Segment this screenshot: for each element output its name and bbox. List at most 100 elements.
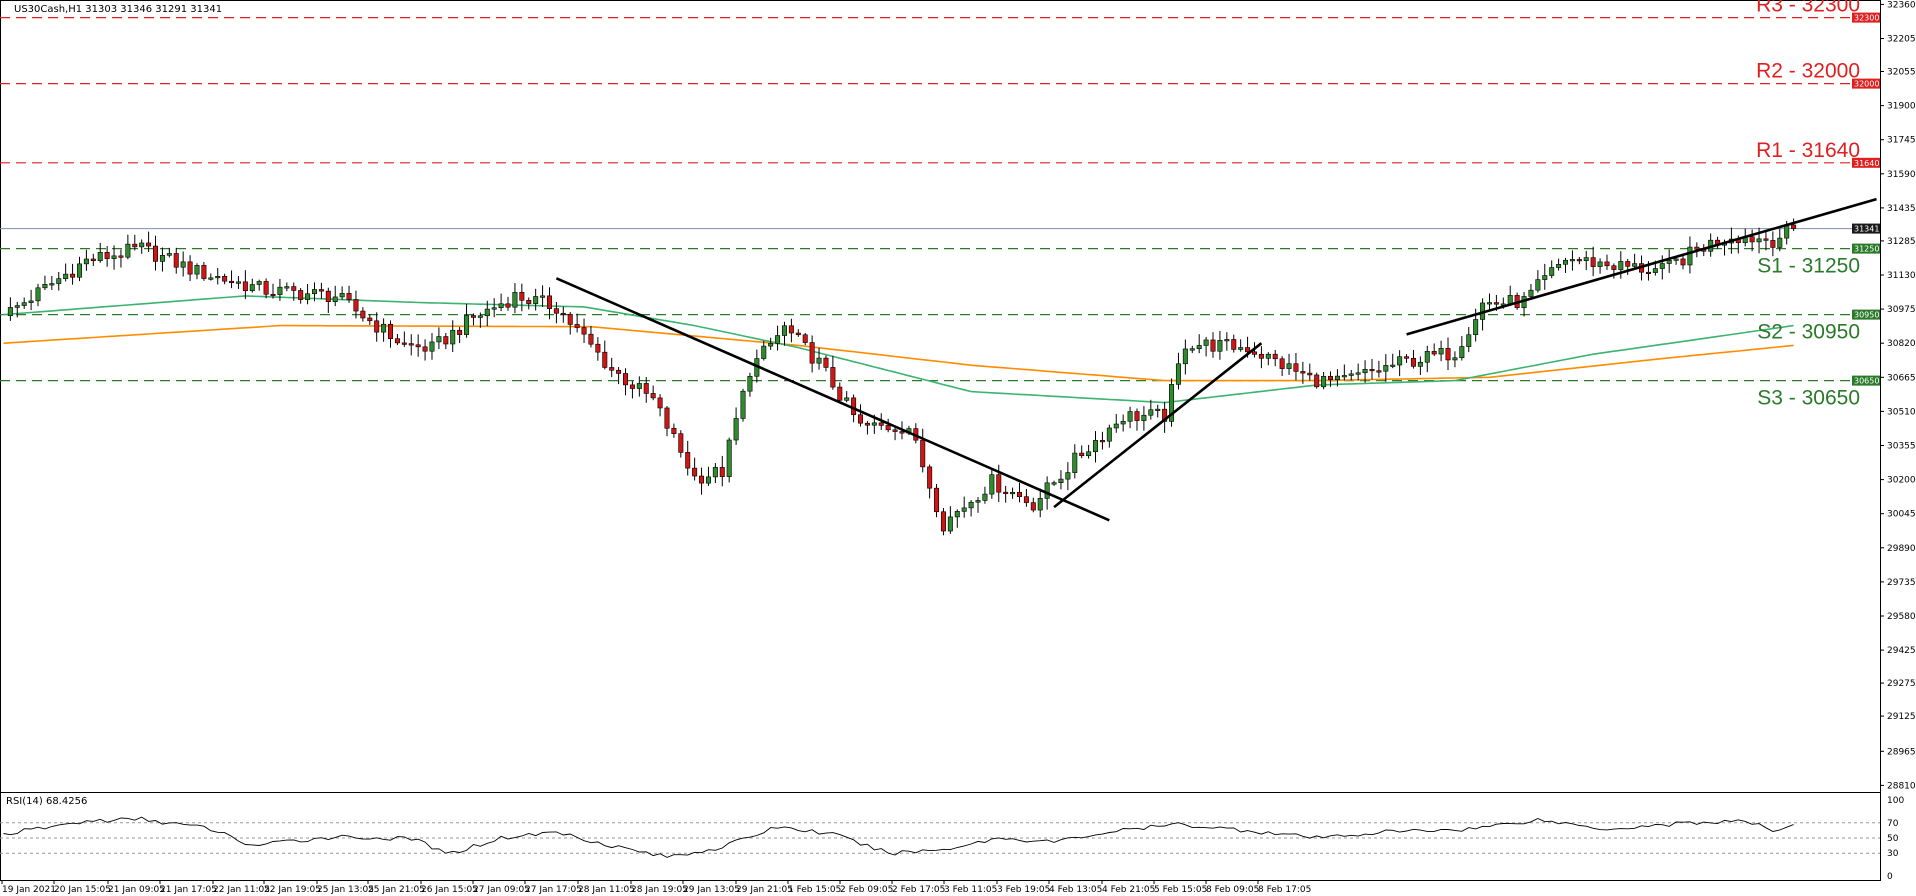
candle-body	[56, 278, 62, 284]
candle-body	[270, 293, 276, 297]
candle-body	[1127, 411, 1133, 422]
candle-body	[1673, 258, 1679, 261]
candle-body	[1590, 257, 1596, 267]
candle-body	[1749, 236, 1755, 243]
candle-body	[339, 293, 345, 298]
candle-body	[242, 281, 248, 292]
level-tag	[1852, 309, 1880, 320]
candle-body	[609, 367, 615, 371]
candle-body	[581, 327, 587, 335]
rsi-tick-label: 0	[1887, 872, 1893, 882]
candle-body	[996, 474, 1002, 493]
time-tick-label: 3 Feb 11:05	[944, 885, 997, 895]
candle-body	[864, 422, 870, 426]
candle-body	[332, 296, 338, 302]
candle-body	[1597, 261, 1603, 267]
candles-layer	[7, 218, 1797, 536]
candle-body	[284, 286, 290, 289]
candle-body	[1542, 275, 1548, 280]
candle-body	[781, 325, 787, 336]
price-axis: 28810 28965 29125 29275 29425 29580 29735 29890…	[1880, 0, 1916, 791]
time-tick-label: 28 Jan 19:05	[631, 885, 688, 895]
candle-body	[173, 253, 179, 268]
candle-body	[1604, 261, 1610, 267]
price-tick-label: 32360	[1887, 0, 1916, 10]
candle-body	[685, 452, 691, 469]
candle-body	[263, 281, 269, 295]
price-tick-label: 30510	[1887, 407, 1916, 417]
level-tag-value: 31250	[1854, 245, 1879, 254]
candle-body	[1030, 502, 1036, 511]
candle-body	[1493, 302, 1499, 305]
candle-body	[1618, 261, 1624, 270]
price-tick-label: 32205	[1887, 35, 1916, 45]
candle-body	[1314, 374, 1320, 388]
candle-body	[871, 422, 877, 426]
candle-body	[470, 315, 476, 318]
candle-body	[1175, 363, 1181, 385]
candle-body	[1279, 358, 1285, 369]
level-tag-value: 30950	[1854, 311, 1879, 320]
current-price-tag	[1852, 223, 1880, 234]
candle-body	[1238, 347, 1244, 350]
candle-body	[802, 334, 808, 343]
candle-body	[1694, 246, 1700, 250]
candle-body	[712, 467, 718, 478]
candle-body	[788, 325, 794, 334]
candle-body	[215, 276, 221, 279]
time-tick-label: 2 Feb 09:05	[840, 885, 893, 895]
candle-body	[450, 329, 456, 345]
candle-body	[1072, 452, 1078, 473]
candle-body	[975, 500, 981, 503]
price-tick-label: 29275	[1887, 679, 1916, 689]
candle-body	[484, 308, 490, 317]
candle-body	[1466, 334, 1472, 347]
time-tick-label: 1 Feb 15:05	[788, 885, 841, 895]
candle-body	[146, 242, 152, 247]
candle-body	[1576, 259, 1582, 262]
candle-body	[1756, 238, 1762, 243]
candle-body	[989, 474, 995, 495]
candle-body	[401, 342, 407, 345]
trendline	[1053, 342, 1263, 509]
candle-body	[595, 343, 601, 353]
candle-body	[1148, 409, 1154, 416]
time-tick-label: 27 Jan 09:05	[473, 885, 530, 895]
candle-body	[940, 511, 946, 532]
candle-body	[1106, 427, 1112, 442]
level-tag	[1852, 78, 1880, 89]
candle-body	[291, 286, 297, 291]
candle-body	[90, 258, 96, 262]
candle-body	[1189, 348, 1195, 351]
candle-body	[519, 292, 525, 301]
candle-body	[623, 373, 629, 386]
level-tag-value: 32000	[1854, 80, 1879, 89]
candle-body	[1258, 354, 1264, 359]
candle-body	[436, 336, 442, 343]
price-tick-label: 32055	[1887, 68, 1916, 78]
candle-body	[1010, 492, 1016, 495]
level-label: R2 - 32000	[1756, 60, 1860, 83]
candle-body	[457, 329, 463, 335]
price-tick-label: 30820	[1887, 339, 1916, 349]
candle-body	[111, 255, 117, 259]
rsi-tick-label: 30	[1887, 849, 1899, 859]
candle-body	[1182, 348, 1188, 365]
price-tick-label: 30665	[1887, 373, 1916, 383]
trendline	[555, 277, 1110, 522]
candle-body	[1583, 257, 1589, 261]
candle-body	[954, 511, 960, 518]
candle-body	[1341, 375, 1347, 378]
level-label: S2 - 30950	[1757, 321, 1860, 344]
candle-body	[837, 386, 843, 401]
time-tick-label: 4 Feb 21:05	[1102, 885, 1155, 895]
candle-body	[1383, 365, 1389, 372]
candle-body	[1065, 472, 1071, 480]
time-tick-label: 27 Jan 17:05	[525, 885, 582, 895]
candle-body	[512, 292, 518, 308]
candle-body	[858, 414, 864, 424]
candle-body	[823, 357, 829, 368]
candle-body	[1680, 258, 1686, 266]
candle-body	[388, 323, 394, 339]
time-tick-label: 22 Jan 11:05	[213, 885, 270, 895]
